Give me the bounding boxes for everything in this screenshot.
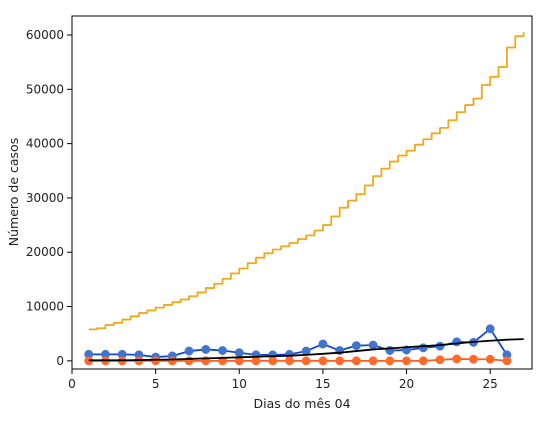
series-2-point-10: [234, 348, 244, 358]
y-tick-label: 10000: [26, 300, 64, 314]
series-2-point-8: [201, 345, 211, 354]
y-tick-label: 40000: [26, 137, 64, 151]
series-3-point-17: [351, 356, 361, 366]
series-1-line: [88, 32, 525, 331]
series-3-point-6: [167, 356, 177, 366]
x-tick-label: 15: [315, 377, 330, 391]
series-3-point-14: [301, 356, 311, 366]
plot-frame: [71, 15, 533, 370]
series-2-point-9: [218, 346, 228, 355]
series-3-point-22: [435, 355, 445, 365]
x-tick-label: 25: [483, 377, 498, 391]
series-2-point-7: [184, 346, 194, 356]
x-tick-label: 5: [152, 377, 160, 391]
y-tick-label: 0: [56, 354, 64, 368]
series-3-point-15: [318, 356, 328, 366]
y-axis: 0 10000 20000 30000 40000 50000 60000: [26, 28, 72, 368]
series-3-point-26: [502, 356, 512, 366]
series-2-point-17: [351, 341, 361, 351]
series-2-point-21: [418, 343, 428, 353]
y-tick-label: 50000: [26, 82, 64, 96]
series-2-point-25: [485, 324, 495, 334]
x-tick-label: 10: [232, 377, 247, 391]
series-layer: [84, 32, 525, 366]
series-3-point-7: [184, 356, 194, 366]
x-axis: 0 5 10 15 20 25: [68, 369, 498, 391]
series-3-point-12: [268, 356, 278, 366]
series-3-point-24: [469, 354, 478, 364]
series-3-point-20: [402, 356, 411, 366]
series-2-point-23: [452, 337, 462, 347]
series-2-point-18: [368, 340, 378, 350]
series-4-line: [88, 338, 524, 362]
y-tick-label: 30000: [26, 191, 64, 205]
x-axis-label: Dias do mês 04: [253, 396, 350, 411]
series-3-point-11: [251, 356, 261, 366]
y-tick-label: 20000: [26, 245, 64, 259]
series-3-point-19: [385, 356, 395, 366]
y-axis-label: Número de casos: [6, 138, 21, 246]
series-3-point-23: [452, 354, 462, 364]
x-tick-label: 20: [399, 377, 414, 391]
series-2-point-15: [318, 339, 328, 349]
y-tick-label: 60000: [26, 28, 64, 42]
series-3-point-13: [285, 356, 294, 366]
series-2-line: [88, 327, 508, 358]
series-3-point-25: [485, 354, 495, 364]
series-3-point-18: [368, 356, 378, 366]
x-tick-label: 0: [68, 377, 76, 391]
series-3-point-21: [418, 356, 428, 366]
series-3-point-16: [335, 356, 345, 366]
series-3-point-5: [151, 356, 161, 366]
